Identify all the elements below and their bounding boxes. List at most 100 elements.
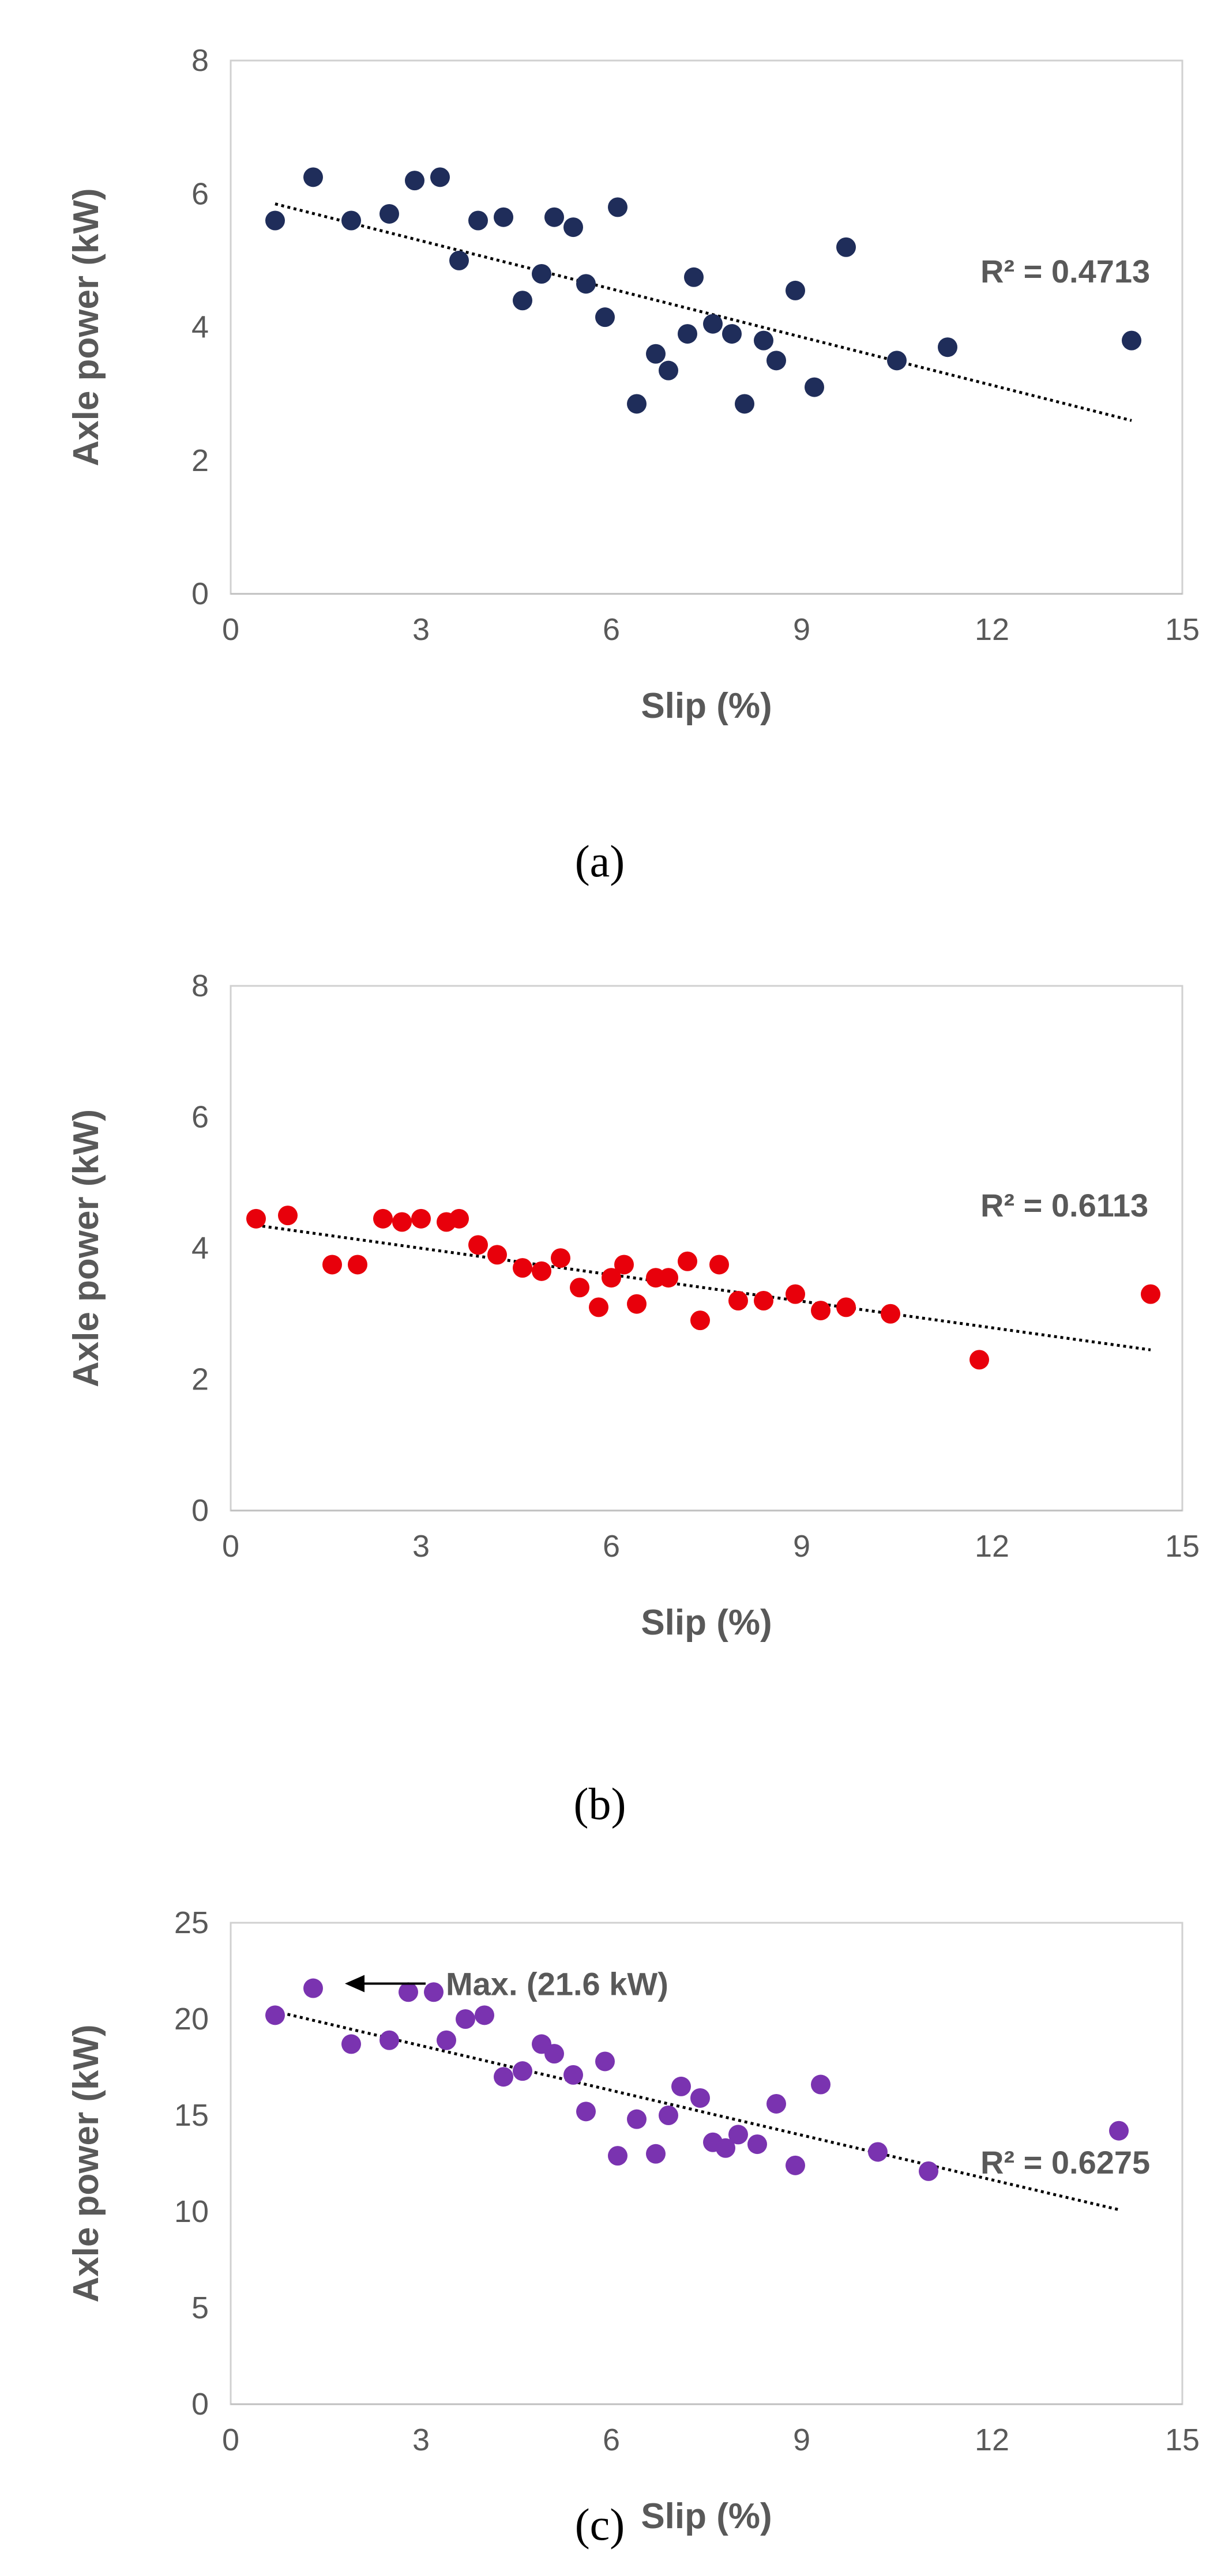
data-point: [716, 2138, 735, 2158]
y-tick-label: 4: [191, 310, 209, 345]
data-point: [544, 207, 564, 227]
data-point: [430, 167, 450, 187]
y-tick-label: 0: [191, 577, 209, 611]
y-tick-label: 4: [191, 1231, 209, 1266]
data-point: [608, 197, 627, 217]
data-point: [456, 2009, 475, 2029]
panel-b: 0 3 6 9 12 15 0 2 4 6 8 Slip (%) Axle power (kW) R² =…: [66, 969, 1200, 1829]
data-point: [786, 280, 805, 300]
y-tick-label: 2: [191, 443, 209, 478]
data-point: [684, 267, 704, 287]
data-point: [728, 1291, 748, 1310]
data-point: [786, 1284, 805, 1304]
data-point: [690, 1310, 710, 1331]
data-point: [411, 1208, 431, 1229]
x-tick-label: 3: [412, 612, 430, 647]
data-point: [1141, 1284, 1160, 1304]
data-point: [246, 1208, 266, 1229]
data-point: [868, 2142, 888, 2162]
data-point: [938, 337, 957, 357]
y-tick-label: 25: [174, 1905, 209, 1940]
data-point: [265, 2005, 285, 2025]
data-point: [303, 1978, 323, 1998]
data-point: [475, 2005, 494, 2025]
panel-c: 0 3 6 9 12 15 0 5 10 15 20 25 Slip (%) Axle power (kW…: [66, 1905, 1200, 2549]
data-point: [786, 2155, 805, 2175]
data-point: [551, 1248, 570, 1268]
data-point: [595, 2051, 615, 2072]
data-point: [379, 204, 399, 224]
trendline: [255, 1223, 1151, 1351]
data-point: [468, 1235, 488, 1255]
x-tick-label: 15: [1165, 612, 1200, 647]
y-tick-label: 0: [191, 1493, 209, 1528]
y-tick-label: 6: [191, 1100, 209, 1135]
data-point: [532, 264, 551, 284]
data-point: [265, 210, 285, 231]
data-point: [589, 1297, 608, 1317]
data-point: [449, 250, 469, 270]
data-point: [735, 394, 754, 414]
data-point: [678, 324, 697, 344]
data-point: [1109, 2121, 1129, 2141]
x-tick-label: 0: [222, 1529, 239, 1564]
data-point: [690, 2088, 710, 2108]
x-tick-label: 6: [603, 1529, 620, 1564]
data-point: [373, 1208, 393, 1229]
data-point: [969, 1350, 989, 1370]
data-point: [341, 210, 361, 231]
data-point: [627, 394, 647, 414]
data-point: [836, 237, 856, 257]
annotation-arrowhead: [345, 1975, 364, 1993]
data-point: [468, 210, 488, 231]
y-tick-label: 20: [174, 2002, 209, 2036]
data-point: [576, 2102, 596, 2122]
y-tick-label: 6: [191, 176, 209, 211]
data-point: [303, 167, 323, 187]
y-tick-label: 8: [191, 43, 209, 78]
data-point: [595, 307, 615, 327]
data-point: [754, 330, 773, 351]
x-tick-label: 12: [975, 612, 1009, 647]
data-point: [1122, 330, 1141, 351]
data-point: [348, 1255, 367, 1275]
data-point: [747, 2134, 767, 2155]
y-axis-title: Axle power (kW): [66, 2024, 106, 2302]
x-tick-label: 12: [975, 2423, 1009, 2457]
trendline: [275, 202, 1132, 422]
x-axis-title: Slip (%): [641, 2496, 772, 2536]
y-axis-title: Axle power (kW): [66, 1109, 106, 1387]
data-point: [754, 1291, 773, 1310]
data-point: [405, 171, 424, 191]
max-annotation: Max. (21.6 kW): [446, 1966, 668, 2002]
panel-a: 0 3 6 9 12 15 0 2 4 6 8 Slip (%) Axle power (kW) R² =…: [66, 43, 1200, 886]
data-point: [671, 2076, 691, 2096]
data-point: [278, 1206, 298, 1226]
r-squared-label: R² = 0.6113: [980, 1187, 1148, 1223]
x-tick-label: 6: [603, 612, 620, 647]
r-squared-label: R² = 0.6275: [980, 2144, 1150, 2180]
data-point: [646, 344, 666, 364]
x-tick-label: 9: [793, 1529, 810, 1564]
panel-caption: (a): [575, 836, 625, 886]
data-point: [399, 1982, 418, 2002]
y-tick-label: 0: [191, 2387, 209, 2421]
data-point: [487, 1245, 507, 1265]
x-tick-label: 9: [793, 612, 810, 647]
data-point: [678, 1251, 697, 1271]
x-tick-label: 3: [412, 2423, 430, 2457]
panel-caption: (b): [574, 1779, 626, 1829]
data-point: [836, 1297, 856, 1317]
data-point: [659, 360, 678, 381]
data-point: [494, 2067, 513, 2087]
r-squared-label: R² = 0.4713: [980, 253, 1150, 289]
x-tick-label: 15: [1165, 2423, 1200, 2457]
data-point: [614, 1255, 634, 1275]
data-point: [608, 2146, 627, 2166]
data-point: [563, 217, 583, 238]
data-point: [532, 1261, 551, 1281]
data-point: [563, 2065, 583, 2085]
data-point: [449, 1208, 469, 1229]
data-point: [728, 2125, 748, 2145]
